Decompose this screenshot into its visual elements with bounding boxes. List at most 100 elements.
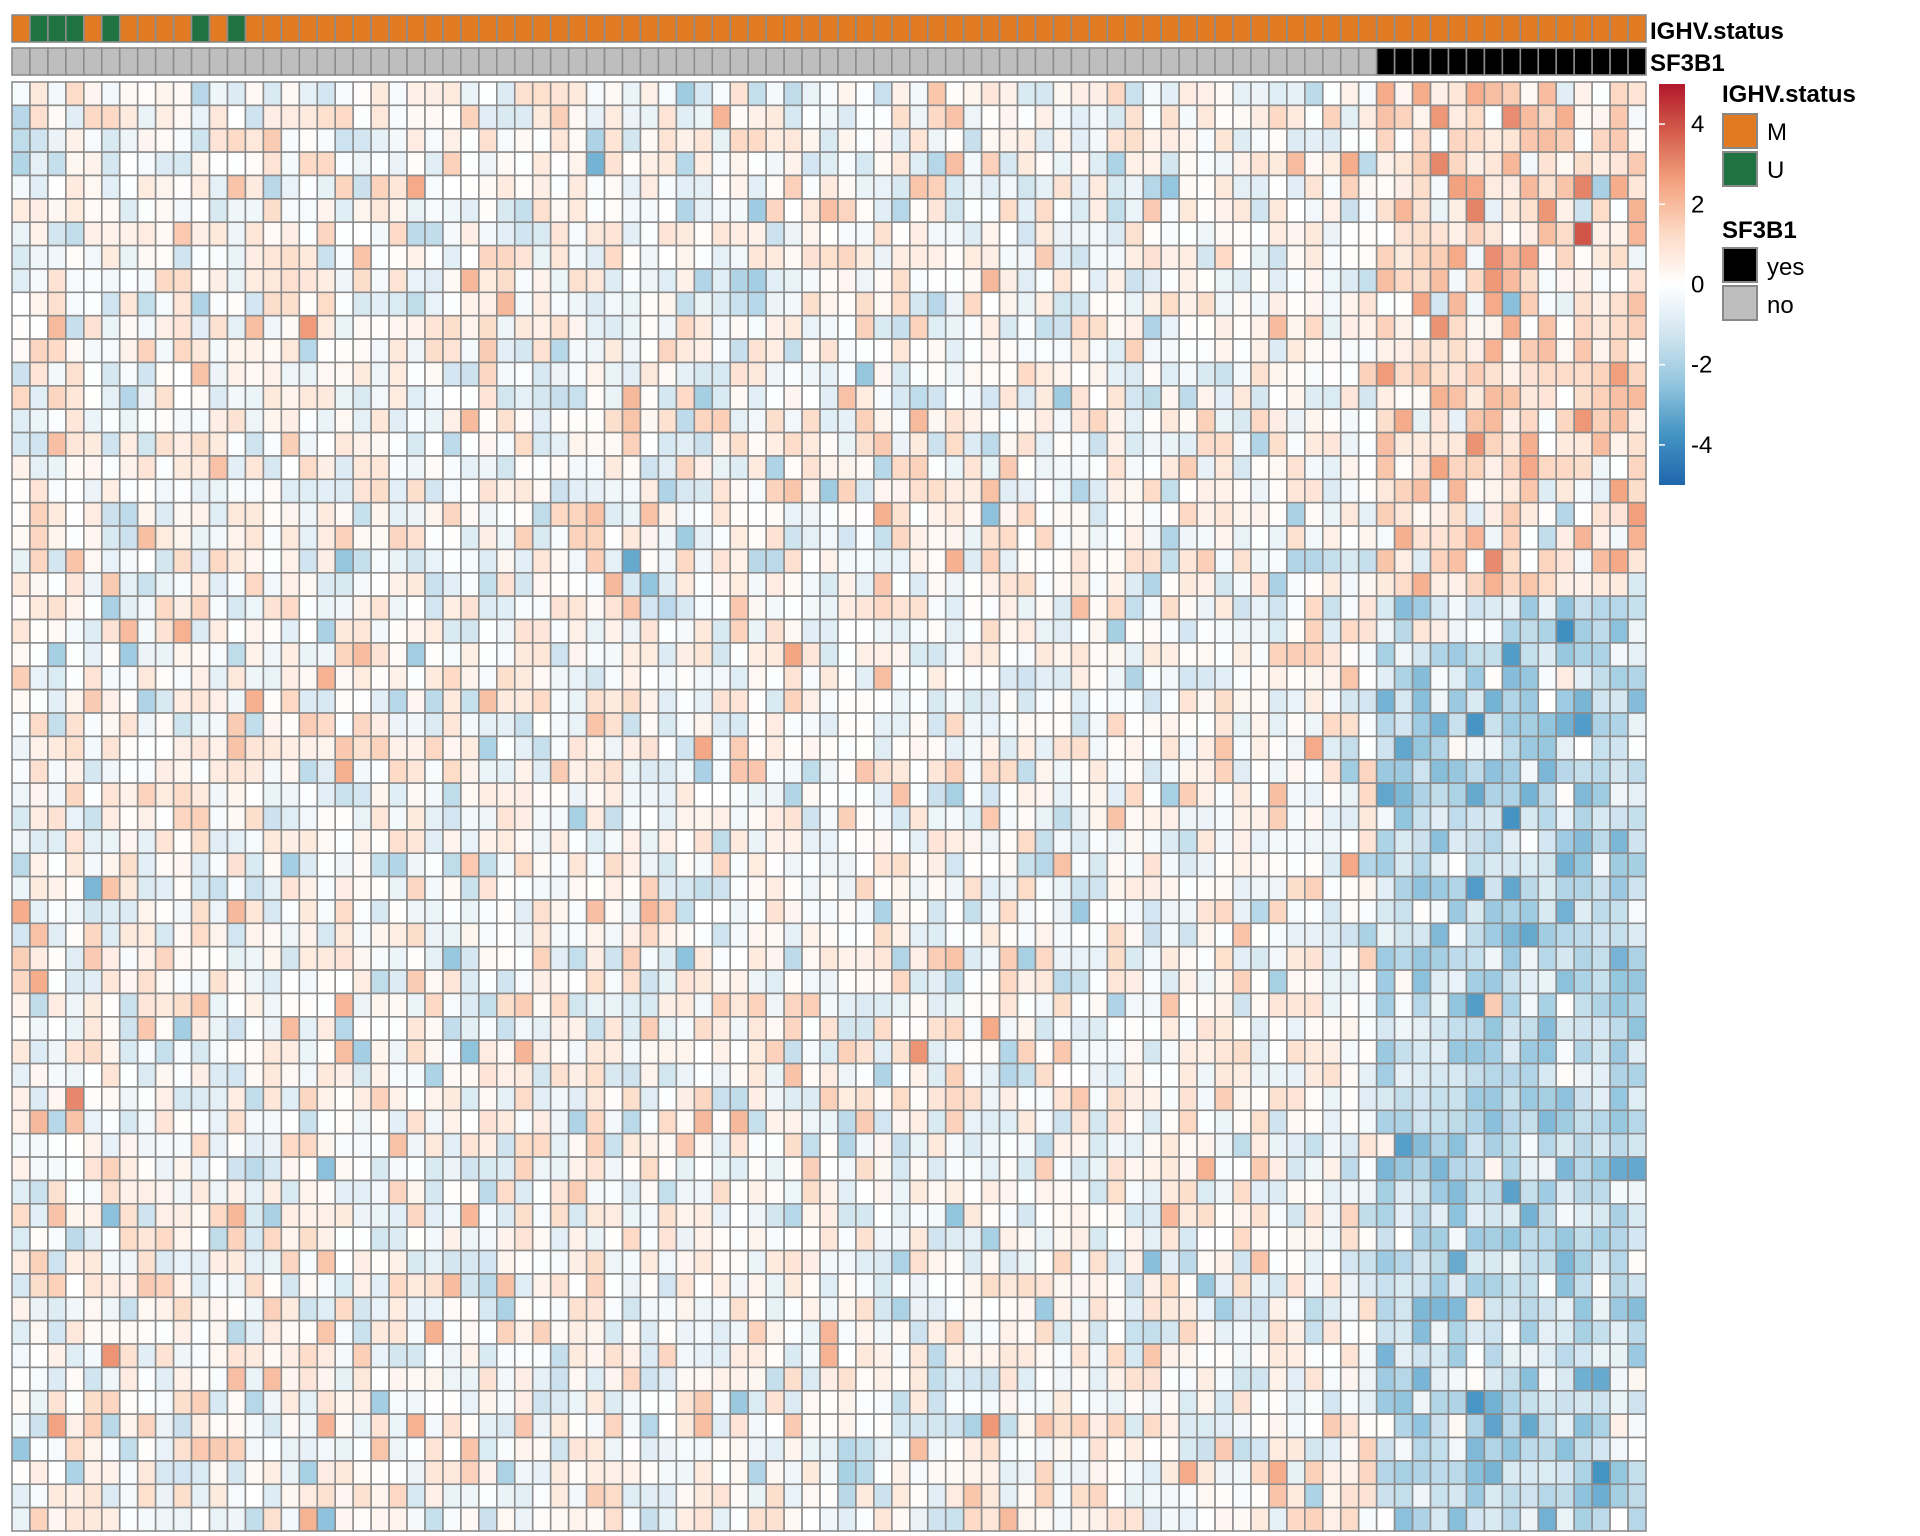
heatmap-cell xyxy=(998,174,1019,200)
heatmap-cell xyxy=(962,81,983,107)
heatmap-cell xyxy=(190,945,211,971)
heatmap-cell xyxy=(1070,1203,1091,1228)
heatmap-cell xyxy=(891,922,911,948)
heatmap-cell xyxy=(11,688,31,714)
heatmap-cell xyxy=(944,922,965,948)
sf3b1-cell xyxy=(370,47,390,76)
heatmap-cell xyxy=(783,1132,803,1158)
sf3b1-cell xyxy=(1591,47,1611,76)
heatmap-cell xyxy=(1627,875,1647,901)
heatmap-cell xyxy=(1124,1039,1145,1065)
heatmap-cell xyxy=(1178,268,1198,294)
heatmap-cell xyxy=(1483,501,1504,527)
heatmap-cell xyxy=(1178,1156,1198,1182)
heatmap-cell xyxy=(1268,455,1288,481)
heatmap-cell xyxy=(1321,1203,1342,1228)
heatmap-cell xyxy=(1196,385,1216,410)
heatmap-cell xyxy=(1555,1132,1575,1158)
heatmap-cell xyxy=(549,501,570,527)
heatmap-cell xyxy=(747,805,767,831)
heatmap-cell xyxy=(154,81,175,107)
heatmap-cell xyxy=(657,571,678,597)
heatmap-cell xyxy=(1501,104,1522,130)
heatmap-cell xyxy=(496,945,516,971)
heatmap-cell xyxy=(549,595,570,621)
heatmap-cell xyxy=(280,665,301,691)
heatmap-cell xyxy=(1573,969,1593,995)
heatmap-cell xyxy=(1537,338,1558,364)
heatmap-cell xyxy=(873,127,893,153)
heatmap-cell xyxy=(190,268,211,294)
heatmap-cell xyxy=(513,268,534,294)
heatmap-cell xyxy=(1196,127,1216,153)
heatmap-cell xyxy=(801,385,821,410)
heatmap-cell xyxy=(1124,1132,1145,1158)
heatmap-cell xyxy=(1052,758,1073,784)
heatmap-cell xyxy=(1304,665,1324,691)
heatmap-cell xyxy=(262,922,283,948)
heatmap-cell xyxy=(1052,1109,1073,1135)
heatmap-cell xyxy=(1483,478,1504,504)
heatmap-cell xyxy=(783,385,803,410)
heatmap-cell xyxy=(460,782,480,808)
heatmap-cell xyxy=(1627,1016,1647,1042)
heatmap-cell xyxy=(1304,1249,1324,1275)
sf3b1-cell xyxy=(1304,47,1324,76)
heatmap-cell xyxy=(388,455,408,481)
heatmap-cell xyxy=(1016,478,1037,504)
heatmap-cell xyxy=(657,268,678,294)
heatmap-cell xyxy=(11,829,31,855)
heatmap-cell xyxy=(352,688,372,714)
heatmap-cell xyxy=(621,1039,642,1065)
heatmap-cell xyxy=(1519,875,1540,901)
heatmap-cell xyxy=(1411,688,1432,714)
heatmap-cell xyxy=(1106,1062,1127,1088)
heatmap-cell xyxy=(1627,1086,1647,1112)
heatmap-cell xyxy=(531,361,552,387)
heatmap-cell xyxy=(675,151,696,177)
heatmap-cell xyxy=(711,945,732,971)
heatmap-cell xyxy=(226,829,247,855)
heatmap-cell xyxy=(639,805,660,831)
heatmap-cell xyxy=(190,1086,211,1112)
heatmap-cell xyxy=(1339,525,1360,551)
heatmap-cell xyxy=(478,1273,498,1299)
heatmap-cell xyxy=(1052,127,1073,153)
heatmap-cell xyxy=(693,455,714,481)
heatmap-cell xyxy=(747,431,767,457)
heatmap-cell xyxy=(460,735,480,761)
heatmap-cell xyxy=(172,805,193,831)
heatmap-cell xyxy=(244,1273,265,1299)
heatmap-cell xyxy=(460,1273,480,1299)
heatmap-cell xyxy=(567,1296,588,1322)
heatmap-cell xyxy=(1232,431,1252,457)
heatmap-cell xyxy=(65,338,85,364)
heatmap-cell xyxy=(190,571,211,597)
heatmap-cell xyxy=(478,665,498,691)
heatmap-cell xyxy=(962,1156,983,1182)
heatmap-cell xyxy=(1411,595,1432,621)
heatmap-cell xyxy=(801,431,821,457)
heatmap-cell xyxy=(1232,1179,1252,1205)
sf3b1-cell xyxy=(47,47,67,76)
heatmap-cell xyxy=(944,782,965,808)
sf3b1-cell xyxy=(980,47,1001,76)
heatmap-cell xyxy=(226,758,247,784)
heatmap-cell xyxy=(891,618,911,644)
heatmap-cell xyxy=(478,992,498,1018)
heatmap-cell xyxy=(1232,1132,1252,1158)
heatmap-cell xyxy=(154,244,175,270)
heatmap-cell xyxy=(1178,735,1198,761)
heatmap-cell xyxy=(1447,151,1468,177)
heatmap-cell xyxy=(1447,782,1468,808)
heatmap-cell xyxy=(1106,945,1127,971)
heatmap-cell xyxy=(513,618,534,644)
heatmap-cell xyxy=(1483,291,1504,317)
heatmap-cell xyxy=(675,1086,696,1112)
heatmap-cell xyxy=(136,969,157,995)
heatmap-cell xyxy=(531,875,552,901)
heatmap-cell xyxy=(244,221,265,247)
heatmap-cell xyxy=(657,104,678,130)
sf3b1-cell xyxy=(1070,47,1091,76)
heatmap-cell xyxy=(100,1016,121,1042)
